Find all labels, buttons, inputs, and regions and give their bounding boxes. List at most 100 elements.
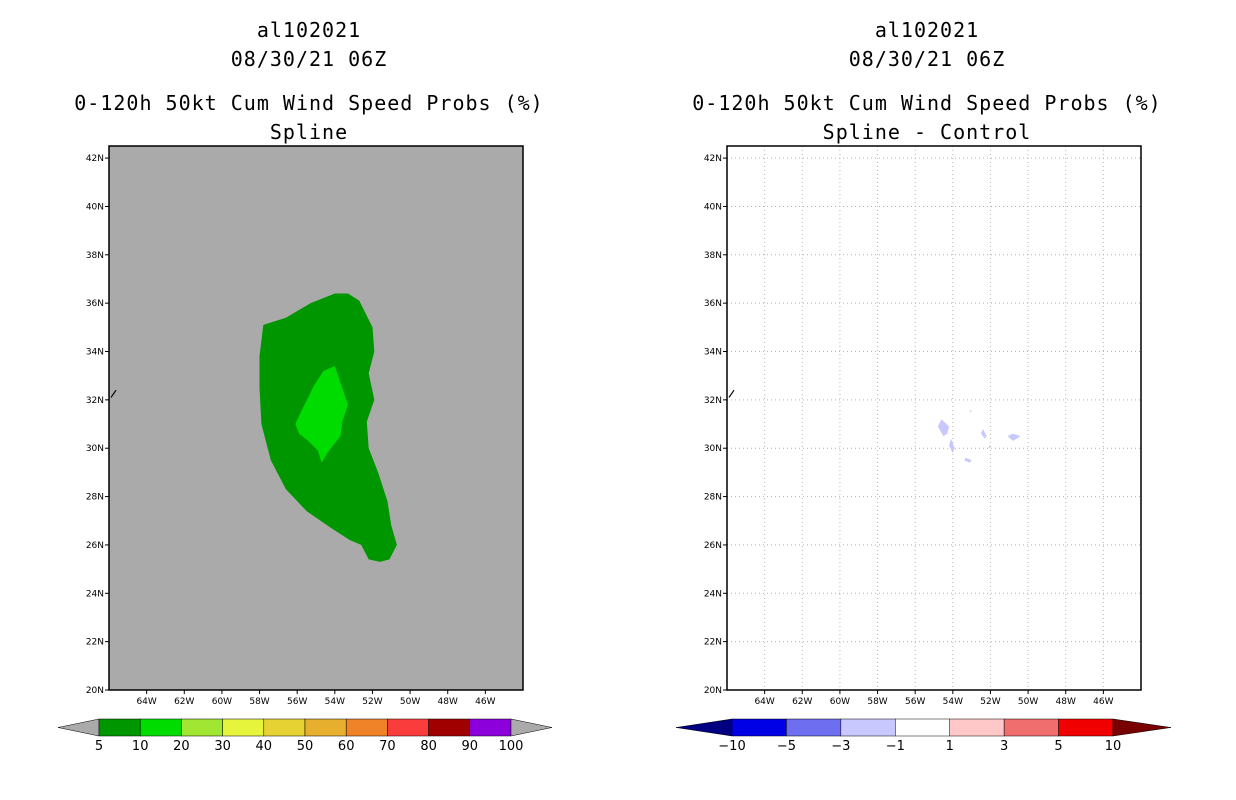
lon-tick-label: 52W xyxy=(362,697,382,707)
contour-region xyxy=(1007,433,1021,441)
lat-tick-label: 38N xyxy=(86,251,104,261)
lon-tick-label: 58W xyxy=(249,697,269,707)
lat-tick-label: 42N xyxy=(704,154,722,164)
colorbar-label: 40 xyxy=(256,739,273,754)
lon-tick-label: 46W xyxy=(1093,697,1113,707)
lat-tick-label: 26N xyxy=(704,541,722,551)
lat-tick-label: 20N xyxy=(704,686,722,696)
coastline xyxy=(110,389,117,398)
chart-title: 0-120h 50kt Cum Wind Speed Probs (%) xyxy=(74,91,544,115)
lat-tick-label: 32N xyxy=(704,396,722,406)
lon-tick-label: 64W xyxy=(136,697,156,707)
colorbar-segment xyxy=(895,718,950,737)
lon-tick-label: 60W xyxy=(212,697,232,707)
colorbar-label: 3 xyxy=(1000,739,1008,754)
lat-tick-label: 40N xyxy=(86,202,104,212)
colorbar-segment xyxy=(469,718,512,737)
colorbar-segment xyxy=(949,718,1005,737)
colorbar-segment xyxy=(1058,718,1114,737)
plot-frame xyxy=(108,145,524,691)
lat-tick-label: 28N xyxy=(86,493,104,503)
colorbar-label: 90 xyxy=(462,739,479,754)
chart-subtitle: Spline xyxy=(269,120,349,144)
lat-tick-label: 34N xyxy=(86,348,104,358)
colorbar-label: 60 xyxy=(338,739,355,754)
lat-tick-label: 20N xyxy=(86,686,104,696)
storm-id: al102021 xyxy=(256,18,362,42)
lon-tick-label: 64W xyxy=(754,697,774,707)
chart-title: 0-120h 50kt Cum Wind Speed Probs (%) xyxy=(692,91,1162,115)
colorbar-under-arrow xyxy=(57,718,100,737)
lat-tick-label: 26N xyxy=(86,541,104,551)
colorbar-over-arrow xyxy=(1112,718,1172,737)
lat-tick-label: 22N xyxy=(86,638,104,648)
colorbar-segment xyxy=(1003,718,1059,737)
coastline xyxy=(728,389,735,398)
lon-tick-label: 50W xyxy=(400,697,420,707)
lon-tick-label: 48W xyxy=(1056,697,1076,707)
colorbar-label: 70 xyxy=(379,739,396,754)
colorbar-segment xyxy=(98,718,141,737)
colorbar-segment xyxy=(139,718,182,737)
colorbar-label: 10 xyxy=(1105,739,1122,754)
colorbar-label: 5 xyxy=(1054,739,1062,754)
colorbar-segment xyxy=(181,718,223,737)
contour-region xyxy=(937,419,950,437)
contour-region xyxy=(295,366,348,463)
map-chart: 42N 40N 38N 36N 34N 32N 30N 28N 26N 24N 22N 20N 64W 6… xyxy=(675,145,1172,754)
lon-tick-label: 60W xyxy=(830,697,850,707)
lon-tick-label: 54W xyxy=(325,697,345,707)
colorbar-segment xyxy=(731,718,787,737)
lon-tick-label: 54W xyxy=(943,697,963,707)
colorbar-label: −3 xyxy=(831,739,850,754)
lon-tick-label: 62W xyxy=(792,697,812,707)
colorbar-label: 1 xyxy=(946,739,954,754)
datetime: 08/30/21 06Z xyxy=(230,47,388,71)
colorbar-segment xyxy=(222,718,265,737)
lon-tick-label: 52W xyxy=(980,697,1000,707)
chart-subtitle: Spline - Control xyxy=(822,120,1032,144)
colorbar-label: 50 xyxy=(297,739,314,754)
colorbar-segment xyxy=(263,718,306,737)
lat-tick-label: 40N xyxy=(704,202,722,212)
contour-region xyxy=(964,457,972,463)
lat-tick-label: 24N xyxy=(704,589,722,599)
left-panel: al102021 08/30/21 06Z 0-120h 50kt Cum Wi… xyxy=(57,18,553,754)
datetime: 08/30/21 06Z xyxy=(848,47,1006,71)
colorbar-label: 10 xyxy=(132,739,149,754)
colorbar-segment xyxy=(840,718,896,737)
lat-tick-label: 28N xyxy=(704,493,722,503)
lat-tick-label: 22N xyxy=(704,638,722,648)
lat-tick-label: 36N xyxy=(704,299,722,309)
lat-tick-label: 34N xyxy=(704,348,722,358)
lon-tick-label: 56W xyxy=(287,697,307,707)
colorbar-label: −5 xyxy=(777,739,796,754)
map-chart: 42N 40N 38N 36N 34N 32N 30N 28N 26N 24N 22N 20N 64W 6… xyxy=(57,145,553,754)
lat-tick-label: 30N xyxy=(86,444,104,454)
lon-tick-label: 50W xyxy=(1018,697,1038,707)
lon-tick-label: 58W xyxy=(867,697,887,707)
colorbar-label: 5 xyxy=(95,739,103,754)
storm-id: al102021 xyxy=(874,18,980,42)
colorbar-segment xyxy=(304,718,347,737)
colorbar-label: −1 xyxy=(886,739,905,754)
colorbar-segment xyxy=(345,718,388,737)
colorbar-segment xyxy=(387,718,429,737)
contour-region xyxy=(949,438,955,454)
lon-tick-label: 56W xyxy=(905,697,925,707)
colorbar-segment xyxy=(786,718,842,737)
lat-tick-label: 32N xyxy=(86,396,104,406)
lat-tick-label: 30N xyxy=(704,444,722,454)
colorbar-over-arrow xyxy=(510,718,553,737)
colorbar-segment xyxy=(428,718,471,737)
colorbar-label: 80 xyxy=(420,739,437,754)
lon-tick-label: 62W xyxy=(174,697,194,707)
plot-background xyxy=(727,146,1141,690)
contour-region xyxy=(988,444,991,449)
lat-tick-label: 42N xyxy=(86,154,104,164)
colorbar-label: 100 xyxy=(499,739,524,754)
right-panel: al102021 08/30/21 06Z 0-120h 50kt Cum Wi… xyxy=(618,0,1236,800)
lon-tick-label: 48W xyxy=(438,697,458,707)
colorbar-label: 20 xyxy=(173,739,190,754)
colorbar-label: 30 xyxy=(214,739,231,754)
